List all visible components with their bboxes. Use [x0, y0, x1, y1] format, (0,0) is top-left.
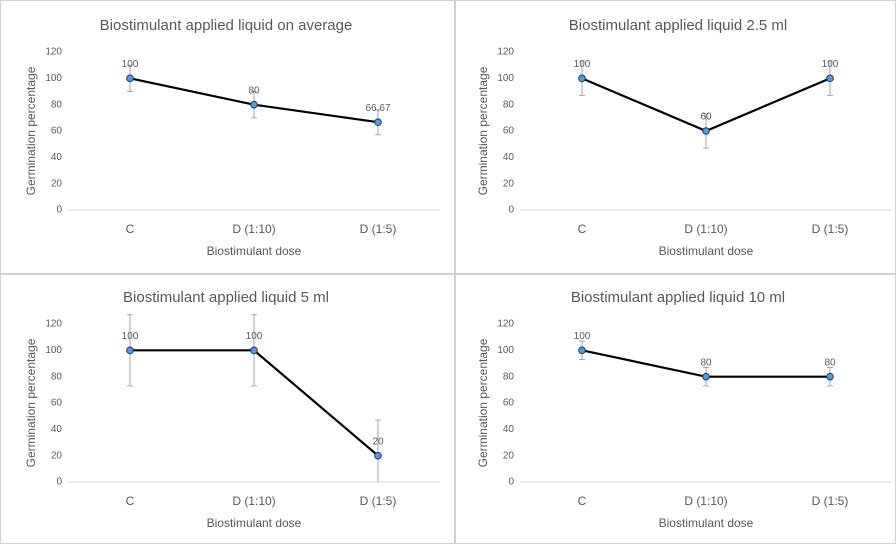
x-tick-label: C [126, 494, 135, 508]
marker [702, 127, 710, 135]
marker [702, 372, 710, 381]
y-tick-label: 20 [51, 178, 63, 189]
y-tick-label: 60 [503, 126, 515, 137]
data-label: 20 [372, 436, 384, 447]
y-tick-label: 80 [503, 99, 515, 110]
y-tick-label: 100 [497, 345, 514, 356]
x-axis-label: Biostimulant dose [207, 516, 302, 530]
data-label: 100 [574, 331, 591, 342]
y-axis-label: Germination percentage [24, 66, 38, 195]
y-tick-label: 60 [51, 126, 63, 137]
marker [374, 118, 382, 127]
x-tick-label: C [126, 222, 135, 236]
y-tick-label: 0 [508, 477, 514, 488]
x-tick-label: D (1:5) [812, 494, 849, 508]
x-axis-label: Biostimulant dose [207, 244, 302, 258]
marker [126, 346, 134, 355]
data-label: 100 [822, 59, 839, 70]
x-tick-label: D (1:10) [232, 494, 275, 508]
x-tick-label: D (1:5) [360, 494, 397, 508]
y-tick-label: 40 [51, 424, 63, 435]
y-tick-label: 60 [51, 398, 63, 409]
x-axis-label: Biostimulant dose [659, 244, 754, 258]
y-tick-label: 120 [497, 47, 514, 58]
data-label: 80 [248, 85, 260, 96]
y-tick-label: 100 [497, 73, 514, 84]
marker [126, 74, 134, 83]
data-label: 66,67 [365, 103, 390, 114]
y-tick-label: 120 [497, 319, 514, 330]
y-tick-label: 80 [51, 371, 63, 382]
y-tick-label: 20 [51, 450, 63, 461]
y-tick-label: 0 [508, 205, 514, 216]
data-label: 80 [700, 357, 712, 368]
y-tick-label: 20 [503, 178, 515, 189]
y-axis-label: Germination percentage [476, 338, 490, 467]
marker [250, 346, 258, 355]
marker [374, 451, 382, 460]
data-label: 100 [122, 331, 139, 342]
x-tick-label: D (1:10) [684, 494, 727, 508]
chart-title: Biostimulant applied liquid 2.5 ml [569, 17, 787, 34]
y-axis-label: Germination percentage [24, 338, 38, 467]
y-tick-label: 100 [45, 73, 62, 84]
data-label: 60 [700, 112, 712, 123]
x-axis-label: Biostimulant dose [659, 516, 754, 530]
y-tick-label: 40 [51, 152, 63, 163]
data-label: 100 [122, 59, 139, 70]
y-tick-label: 20 [503, 450, 515, 461]
marker [250, 100, 258, 109]
y-tick-label: 40 [503, 152, 515, 163]
x-tick-label: C [578, 222, 587, 236]
chart-title: Biostimulant applied liquid 5 ml [123, 289, 329, 306]
marker [578, 346, 586, 355]
y-tick-label: 80 [503, 371, 515, 382]
data-label: 80 [824, 357, 836, 368]
x-tick-label: D (1:10) [684, 222, 727, 236]
y-tick-label: 60 [503, 398, 515, 409]
y-tick-label: 0 [56, 205, 62, 216]
x-tick-label: D (1:5) [360, 222, 397, 236]
y-tick-label: 80 [51, 99, 63, 110]
y-tick-label: 40 [503, 424, 515, 435]
y-tick-label: 0 [56, 477, 62, 488]
chart-title: Biostimulant applied liquid 10 ml [571, 289, 785, 306]
x-tick-label: D (1:5) [812, 222, 849, 236]
marker [578, 74, 586, 83]
y-tick-label: 120 [45, 319, 62, 330]
chart-title: Biostimulant applied liquid on average [100, 17, 353, 34]
marker [826, 372, 834, 381]
data-label: 100 [246, 331, 263, 342]
x-tick-label: C [578, 494, 587, 508]
marker [826, 74, 834, 83]
y-axis-label: Germination percentage [476, 66, 490, 195]
y-tick-label: 100 [45, 345, 62, 356]
data-label: 100 [574, 59, 591, 70]
x-tick-label: D (1:10) [232, 222, 275, 236]
y-tick-label: 120 [45, 47, 62, 58]
